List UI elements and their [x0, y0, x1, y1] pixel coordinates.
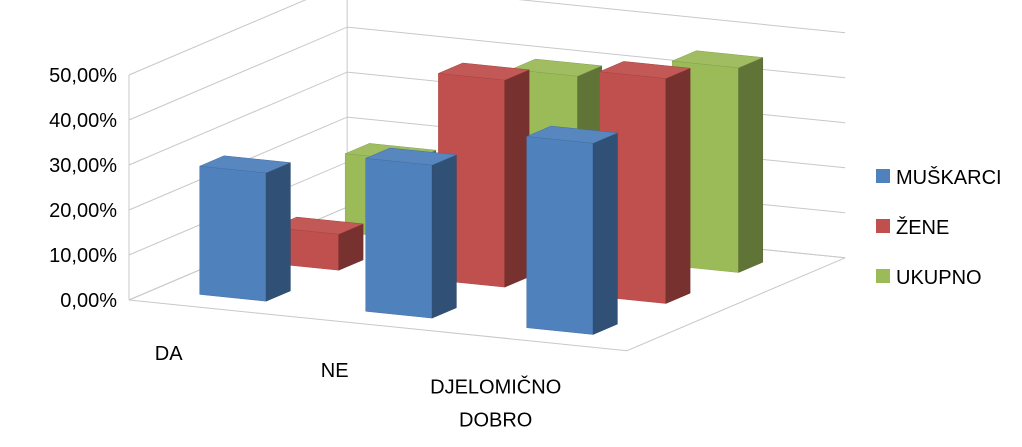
y-tick-label: 40,00%	[49, 110, 117, 132]
legend: MUŠKARCI ŽENE UKUPNO	[876, 166, 1002, 289]
category-label-djelomicno-dobro: DJELOMIČNO DOBRO	[430, 375, 561, 431]
y-tick-label: 30,00%	[49, 155, 117, 177]
y-tick-label: 50,00%	[49, 65, 117, 87]
legend-label: MUŠKARCI	[896, 166, 1002, 189]
legend-swatch	[876, 269, 890, 283]
category-label-da: DA	[155, 343, 183, 365]
legend-swatch	[876, 219, 890, 233]
y-tick-label: 0,00%	[60, 290, 117, 312]
legend-swatch	[876, 169, 890, 183]
bar-muskarci-djelomicno-dobro	[526, 125, 618, 335]
chart-bars	[199, 50, 764, 335]
legend-item-ukupno: UKUPNO	[876, 267, 982, 289]
legend-label: UKUPNO	[896, 267, 982, 289]
legend-label: ŽENE	[896, 216, 949, 239]
bar-muskarci-ne	[365, 147, 457, 319]
y-tick-label: 20,00%	[49, 200, 117, 222]
legend-item-zene: ŽENE	[876, 216, 949, 239]
bar-muskarci-da	[199, 155, 291, 302]
category-label-ne: NE	[321, 360, 349, 382]
legend-item-muskarci: MUŠKARCI	[876, 166, 1002, 189]
y-axis-ticks: 0,00% 10,00% 20,00% 30,00% 40,00% 50,00%	[49, 65, 117, 312]
gridline	[128, 0, 846, 76]
y-tick-label: 10,00%	[49, 245, 117, 267]
x-axis-categories: DA NE DJELOMIČNO DOBRO	[155, 343, 561, 431]
